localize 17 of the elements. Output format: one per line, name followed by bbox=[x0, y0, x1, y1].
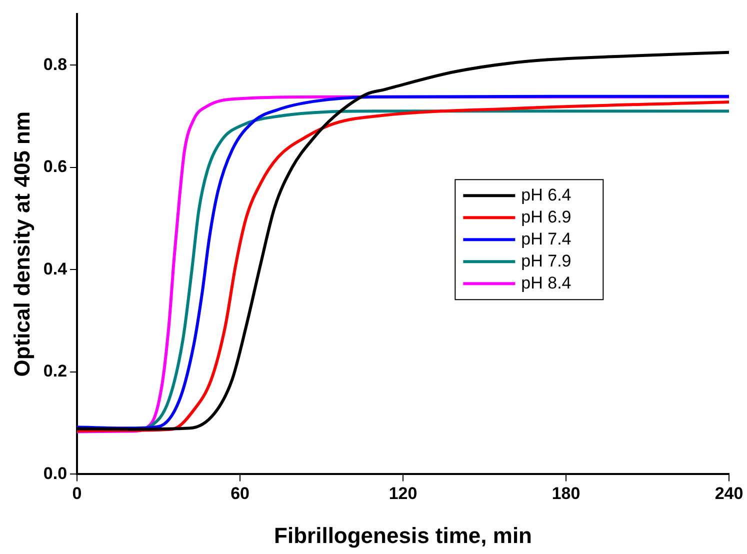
legend-label: pH 6.9 bbox=[521, 207, 572, 226]
x-tick-label: 240 bbox=[714, 484, 744, 504]
y-tick-label: 0.2 bbox=[43, 362, 68, 381]
legend-label: pH 7.4 bbox=[521, 229, 572, 248]
y-tick-label: 0.0 bbox=[43, 464, 68, 483]
legend-label: pH 8.4 bbox=[521, 273, 572, 292]
y-axis-title: Optical density at 405 nm bbox=[9, 111, 34, 377]
x-tick-label: 0 bbox=[72, 484, 82, 504]
x-tick-label: 120 bbox=[388, 484, 418, 504]
legend-label: pH 7.9 bbox=[521, 251, 572, 270]
y-tick-label: 0.8 bbox=[43, 54, 68, 74]
legend-label: pH 6.4 bbox=[521, 185, 572, 204]
y-tick-label: 0.4 bbox=[43, 259, 68, 278]
y-tick-label: 0.6 bbox=[43, 157, 68, 176]
x-axis-title: Fibrillogenesis time, min bbox=[274, 522, 532, 548]
x-tick-label: 180 bbox=[552, 484, 580, 504]
x-tick-label: 60 bbox=[230, 484, 250, 504]
